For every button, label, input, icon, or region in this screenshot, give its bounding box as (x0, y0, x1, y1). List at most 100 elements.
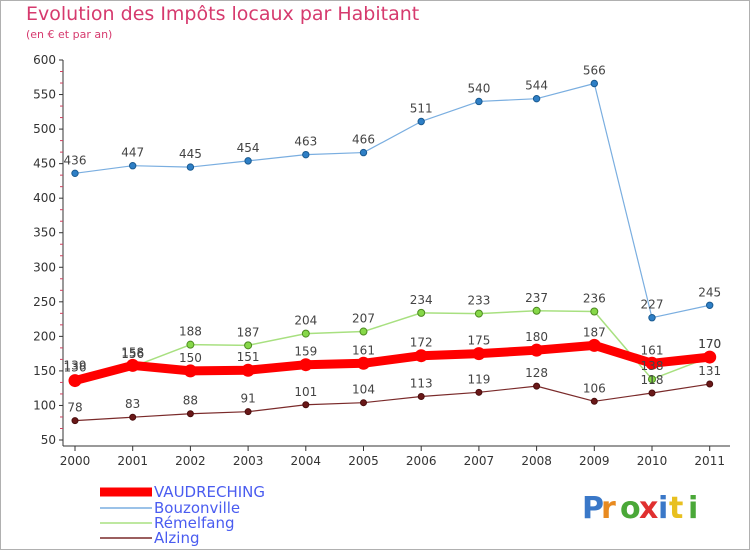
data-point (645, 356, 659, 370)
data-label: 83 (125, 397, 140, 411)
y-tick-label: 500 (33, 122, 56, 136)
data-point (706, 380, 714, 388)
data-point (648, 314, 656, 322)
chart-axes: 50 100 150 200 250 300 350 400 450 500 550 600 2000 2… (33, 53, 730, 468)
logo-letter: o (620, 491, 641, 526)
data-point (475, 97, 483, 106)
data-point (532, 306, 541, 315)
x-tick-label: 2006 (406, 454, 437, 468)
legend-label: VAUDRECHING (154, 483, 265, 501)
data-label: 138 (641, 359, 664, 373)
data-label: 170 (698, 337, 721, 351)
x-tick-label: 2007 (464, 454, 495, 468)
x-tick-label: 2011 (694, 454, 725, 468)
series-line (74, 383, 710, 422)
proxiti-logo: Pr ox i t i (582, 491, 698, 526)
data-label: 454 (237, 141, 260, 155)
data-point (414, 349, 428, 363)
logo-letter: t (669, 491, 683, 526)
data-label: 245 (698, 285, 721, 299)
data-label: 236 (583, 291, 606, 305)
logo-letter: x (639, 491, 658, 526)
data-point (706, 301, 714, 309)
data-point (648, 375, 656, 384)
data-point (68, 374, 82, 388)
data-point (71, 417, 79, 425)
data-label: 172 (410, 336, 433, 350)
data-point (71, 169, 79, 178)
series-line (74, 82, 710, 319)
data-point (590, 307, 599, 316)
data-point (186, 163, 195, 171)
data-label: 91 (240, 392, 255, 406)
data-label: 151 (237, 350, 260, 364)
data-label: 156 (121, 347, 144, 361)
data-point (359, 327, 368, 336)
logo-letter: i (658, 491, 668, 526)
chart-data-labels: 136 158 150 151 159 161 172 175 180 187 161 170 436 4… (64, 63, 722, 414)
series-alzing (71, 380, 714, 425)
data-label: 436 (64, 153, 87, 167)
legend-label: Rémelfang (154, 514, 235, 532)
y-tick-label: 600 (33, 53, 56, 67)
data-point (530, 343, 544, 357)
data-label: 101 (294, 385, 317, 399)
y-tick-label: 100 (33, 398, 56, 412)
data-point (417, 392, 425, 400)
y-tick-label: 550 (33, 88, 56, 102)
chart-series (68, 79, 717, 425)
y-tick-label: 400 (33, 191, 56, 205)
data-label: 188 (179, 325, 202, 339)
data-point (183, 364, 197, 378)
data-label: 207 (352, 312, 375, 326)
data-point (587, 338, 601, 352)
y-tick-label: 300 (33, 260, 56, 274)
data-point (533, 382, 541, 390)
data-label: 104 (352, 383, 375, 397)
series-line (74, 310, 710, 380)
data-label: 187 (237, 325, 260, 339)
data-point (244, 408, 252, 416)
data-label: 175 (467, 334, 490, 348)
y-tick-label: 250 (33, 295, 56, 309)
data-label: 106 (583, 381, 606, 395)
series-vaudreching (68, 338, 717, 388)
data-point (590, 79, 598, 88)
x-tick-label: 2009 (579, 454, 610, 468)
y-tick-label: 450 (33, 157, 56, 171)
data-label: 159 (294, 345, 317, 359)
data-label: 139 (64, 359, 87, 373)
data-label: 113 (410, 376, 433, 390)
data-point (648, 389, 656, 397)
data-label: 237 (525, 291, 548, 305)
data-point (126, 358, 140, 372)
data-point (299, 358, 313, 372)
data-point (357, 356, 370, 370)
data-label: 445 (179, 147, 202, 161)
data-label: 158 (121, 345, 144, 359)
x-tick-label: 2002 (175, 454, 206, 468)
data-label: 466 (352, 133, 375, 147)
data-label: 234 (410, 293, 433, 307)
data-label: 544 (525, 79, 548, 93)
data-label: 233 (467, 294, 490, 308)
data-label: 566 (583, 63, 606, 77)
data-label: 150 (179, 351, 202, 365)
data-label: 170 (698, 337, 721, 351)
data-point (244, 341, 253, 350)
data-point (241, 363, 255, 377)
legend-label: Alzing (154, 529, 200, 547)
y-tick-label: 350 (33, 226, 56, 240)
data-point (302, 150, 310, 159)
data-label: 161 (641, 343, 664, 357)
data-label: 136 (64, 361, 87, 375)
data-label: 511 (410, 101, 433, 115)
data-label: 119 (467, 372, 490, 386)
data-label: 447 (121, 146, 144, 160)
logo-letter: i (688, 491, 698, 526)
series-line (73, 340, 711, 385)
data-point (417, 117, 425, 126)
data-point (244, 157, 252, 165)
